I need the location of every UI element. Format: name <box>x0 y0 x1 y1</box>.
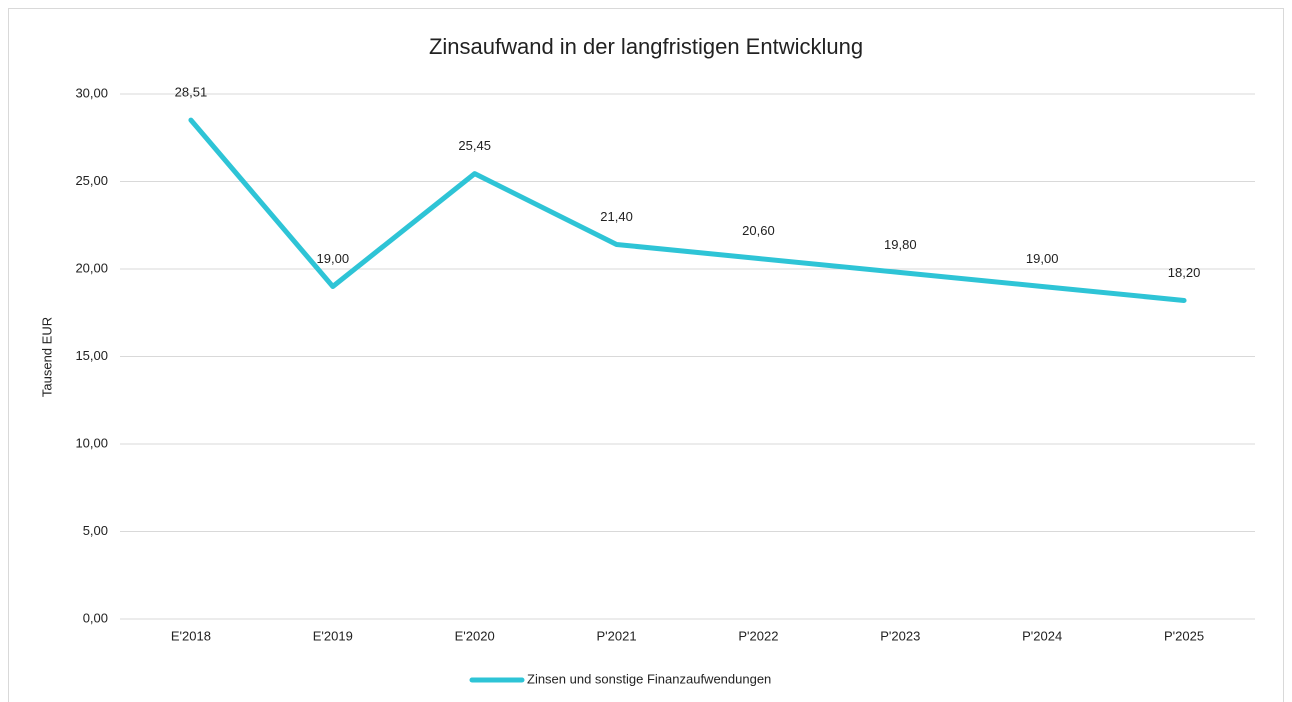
data-label: 18,20 <box>1168 265 1201 280</box>
data-label: 19,00 <box>317 251 350 266</box>
chart-frame <box>8 8 1284 702</box>
y-tick-label: 0,00 <box>83 610 108 625</box>
x-tick-label: P'2022 <box>738 628 778 643</box>
data-label: 21,40 <box>600 209 633 224</box>
data-label: 19,00 <box>1026 251 1059 266</box>
x-tick-label: E'2018 <box>171 628 211 643</box>
y-tick-label: 10,00 <box>75 435 108 450</box>
data-label: 25,45 <box>458 138 491 153</box>
x-tick-label: P'2025 <box>1164 628 1204 643</box>
x-tick-label: P'2021 <box>597 628 637 643</box>
y-tick-label: 5,00 <box>83 523 108 538</box>
x-tick-label: E'2020 <box>455 628 495 643</box>
data-label: 20,60 <box>742 223 775 238</box>
y-tick-label: 25,00 <box>75 173 108 188</box>
x-tick-label: E'2019 <box>313 628 353 643</box>
y-axis-label: Tausend EUR <box>39 317 54 397</box>
chart-title: Zinsaufwand in der langfristigen Entwick… <box>429 34 863 59</box>
x-tick-label: P'2024 <box>1022 628 1062 643</box>
y-tick-label: 20,00 <box>75 260 108 275</box>
y-tick-label: 30,00 <box>75 85 108 100</box>
data-line <box>188 117 1187 303</box>
data-label: 28,51 <box>175 85 208 100</box>
data-label: 19,80 <box>884 237 917 252</box>
legend-label: Zinsen und sonstige Finanzaufwendungen <box>527 671 771 686</box>
x-tick-label: P'2023 <box>880 628 920 643</box>
y-tick-label: 15,00 <box>75 348 108 363</box>
